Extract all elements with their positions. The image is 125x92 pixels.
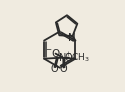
Text: CH$_3$: CH$_3$ (71, 51, 90, 64)
Text: O: O (50, 64, 58, 74)
Text: N$^{+}$: N$^{+}$ (58, 51, 72, 64)
Text: $^{-}$O: $^{-}$O (45, 47, 61, 59)
Text: N: N (68, 33, 76, 43)
Text: O: O (64, 53, 72, 63)
Text: O: O (60, 64, 67, 74)
